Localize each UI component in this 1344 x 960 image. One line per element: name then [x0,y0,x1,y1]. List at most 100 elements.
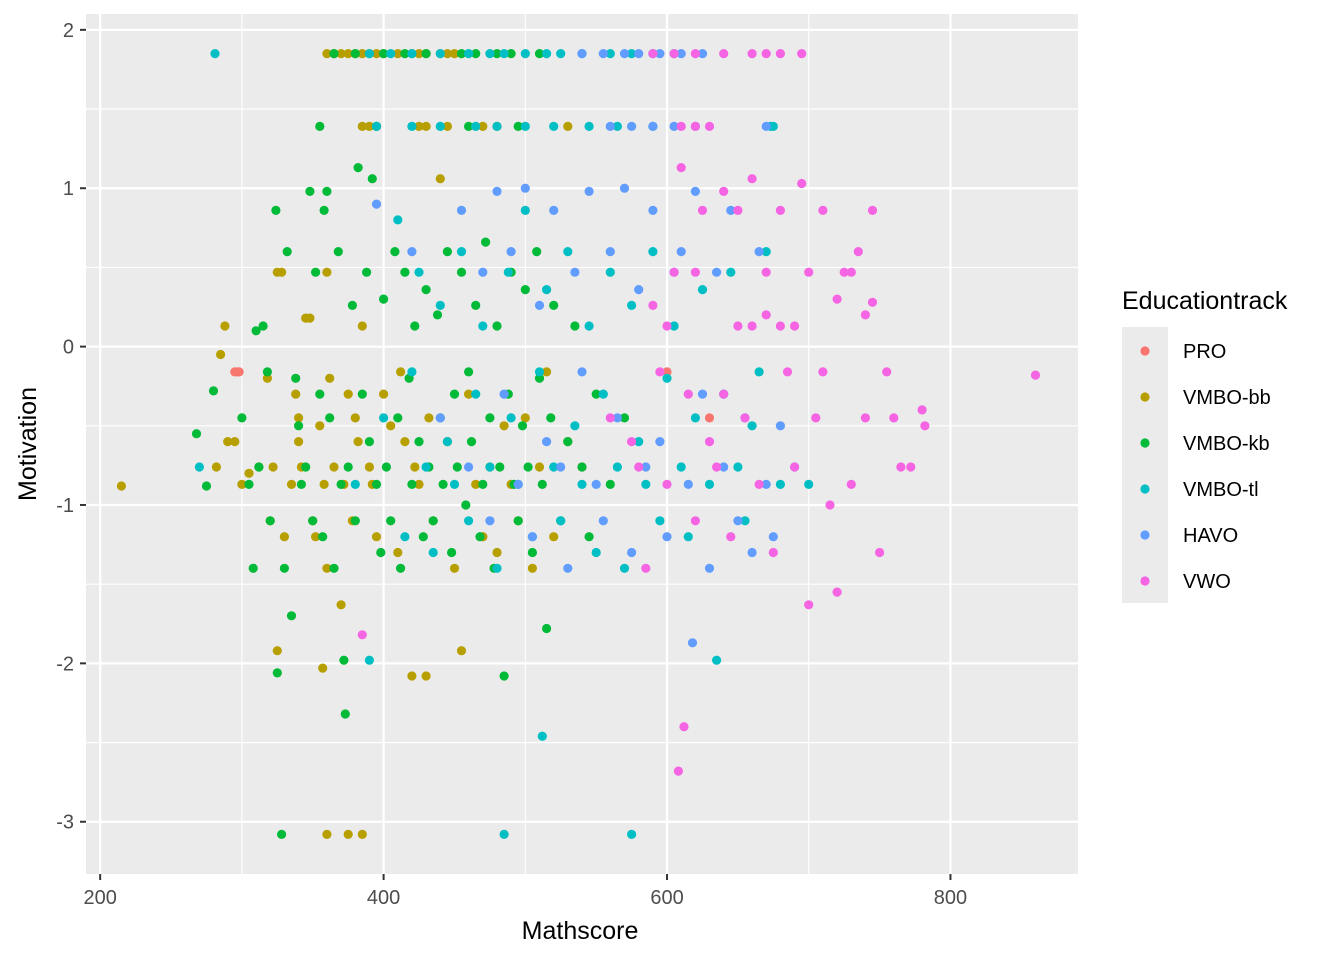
data-point-vmbo-tl [400,532,410,542]
data-point-vmbo-kb [506,49,516,59]
data-point-vmbo-tl [456,247,467,257]
data-point-vwo [747,321,757,331]
data-point-vmbo-bb [211,462,221,472]
data-point-vmbo-bb [336,49,346,59]
data-point-vwo [768,547,778,558]
data-point-vwo [733,205,743,215]
data-point-vmbo-tl [690,413,701,423]
data-point-vmbo-kb [333,247,343,257]
data-point-havo [605,247,615,257]
data-point-vmbo-kb [421,49,431,59]
data-point-vwo [889,413,899,423]
data-point-havo [499,389,509,399]
data-point-vwo [726,532,736,542]
data-point-havo [549,205,559,215]
data-point-vmbo-tl [421,462,431,472]
data-point-vmbo-tl [627,829,637,840]
data-point-vmbo-tl [503,267,513,277]
data-point-havo [719,462,729,472]
data-point-vmbo-tl [605,267,615,277]
x-axis-title: Mathscore [522,917,639,945]
data-point-vmbo-kb [485,413,495,423]
data-point-havo [407,247,417,257]
data-point-vmbo-kb [329,563,339,573]
data-point-vmbo-tl [492,121,502,131]
data-point-vmbo-tl [768,121,778,131]
data-point-vmbo-tl [371,121,382,131]
data-point-vmbo-tl [627,49,637,59]
data-point-vmbo-kb [428,516,438,526]
data-point-vmbo-bb [322,267,332,277]
data-point-vmbo-bb [268,462,278,472]
data-point-vwo [683,389,693,399]
data-point-havo [563,563,573,573]
data-point-vmbo-kb [407,479,417,489]
data-point-vmbo-tl [775,479,786,489]
data-point-havo [704,563,715,573]
data-point-vmbo-tl [676,462,686,472]
data-point-vmbo-tl [712,655,722,665]
data-point-havo [371,199,382,209]
data-point-vmbo-bb [329,462,339,472]
data-point-vmbo-kb [461,500,471,510]
data-point-vwo [832,294,842,304]
data-point-havo [697,49,708,59]
data-point-vmbo-kb [452,462,462,472]
data-point-vmbo-bb [478,121,488,131]
data-point-vwo [896,462,906,472]
data-point-vmbo-kb [438,479,448,489]
data-point-vmbo-kb [534,373,545,383]
data-point-havo [570,267,580,277]
data-point-vmbo-kb [319,205,329,215]
data-point-vmbo-bb [319,479,329,489]
data-point-vmbo-kb [513,516,523,526]
data-point-vmbo-kb [393,413,403,423]
data-point-vmbo-kb [520,285,530,295]
data-point-vwo [648,49,658,59]
data-point-havo [456,205,467,215]
data-point-vwo [690,267,701,277]
data-point-vmbo-kb [542,623,552,634]
data-point-havo [655,437,665,447]
y-tick-label: -3 [56,812,74,834]
data-point-vmbo-kb [513,121,523,131]
data-point-vmbo-kb [570,321,580,331]
data-point-vmbo-tl [478,321,488,331]
data-point-vmbo-kb [390,247,400,257]
y-tick-label: 2 [63,20,74,42]
data-point-vmbo-bb [220,321,230,331]
data-point-havo [648,205,658,215]
data-point-vmbo-bb [371,49,382,59]
data-point-vwo [920,421,930,431]
data-point-vmbo-bb [424,413,434,423]
data-point-vmbo-bb [343,49,353,59]
data-point-vmbo-kb [271,205,281,215]
data-point-vmbo-kb [381,462,391,472]
data-point-vmbo-bb [357,49,367,59]
data-point-vmbo-bb [223,437,233,447]
data-point-vmbo-bb [350,413,360,423]
data-point-vmbo-kb [495,462,505,472]
data-point-vmbo-kb [584,532,594,542]
data-point-vmbo-bb [116,481,126,491]
data-point-vmbo-tl [499,829,509,840]
grid-lines [86,14,1078,874]
data-point-havo [768,532,778,542]
data-point-havo [627,121,637,131]
legend-key-vmbo-bb [1140,392,1150,402]
legend-key-vmbo-tl [1140,484,1150,494]
data-point-vmbo-kb [191,429,202,439]
data-point-vwo [740,413,750,423]
data-point-vmbo-bb [400,437,410,447]
data-point-vwo [906,462,916,472]
data-point-vmbo-kb [379,49,389,59]
data-point-vmbo-kb [353,163,363,173]
y-tick-label: -2 [56,653,74,675]
data-point-havo [687,638,698,648]
data-point-vmbo-kb [244,479,254,489]
data-point-vmbo-kb [400,267,410,277]
data-point-havo [712,267,722,277]
data-point-vmbo-tl [740,516,750,526]
data-point-vmbo-tl [591,547,601,558]
data-point-vmbo-kb [350,49,360,59]
